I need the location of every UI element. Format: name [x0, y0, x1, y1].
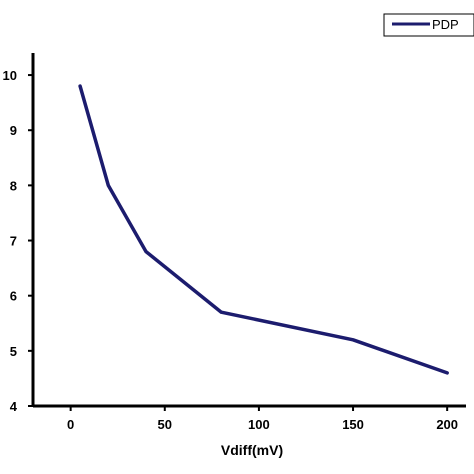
- y-tick-label: 8: [10, 178, 17, 193]
- y-tick-label: 4: [10, 399, 18, 414]
- legend-label-pdp: PDP: [432, 17, 459, 32]
- x-ticks: 0 50 100 150 200: [67, 406, 458, 432]
- y-tick-label: 7: [10, 234, 17, 249]
- series: [78, 84, 449, 375]
- series-line-pdp: [78, 84, 449, 375]
- legend: PDP: [383, 13, 474, 37]
- y-tick-label: 10: [3, 68, 17, 83]
- x-tick-label: 50: [158, 417, 172, 432]
- x-tick-label: 100: [248, 417, 270, 432]
- y-tick-label: 6: [10, 289, 17, 304]
- y-ticks: 4 5 6 7 8 9 10: [3, 68, 33, 414]
- y-tick-label: 5: [10, 344, 17, 359]
- x-axis-title: Vdiff(mV): [221, 442, 283, 458]
- x-tick-label: 150: [342, 417, 364, 432]
- x-tick-label: 0: [67, 417, 74, 432]
- axes: [31, 53, 466, 408]
- x-tick-label: 200: [436, 417, 458, 432]
- y-tick-label: 9: [10, 123, 17, 138]
